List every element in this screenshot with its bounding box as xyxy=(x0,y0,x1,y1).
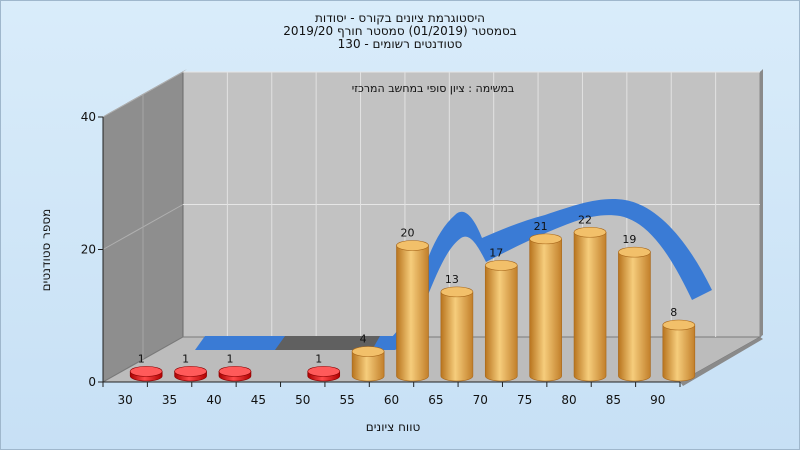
bar-body xyxy=(484,265,518,382)
bar-top xyxy=(662,319,696,331)
x-tick-label: 65 xyxy=(428,393,443,407)
bar-top xyxy=(618,246,651,258)
bar-value-label: 17 xyxy=(489,246,503,259)
x-tick-label: 70 xyxy=(473,393,488,407)
x-axis-label: טווח ציונים xyxy=(365,420,421,434)
y-axis: 0 20 40 xyxy=(81,110,104,389)
bar-value-label: 19 xyxy=(622,233,636,246)
x-tick-label: 45 xyxy=(251,393,266,407)
bar: 21 xyxy=(529,220,562,382)
x-axis: 30 35 40 45 50 55 60 65 70 75 80 85 90 xyxy=(102,381,681,407)
chart-title: היסטוגרמת ציונים בקורס - יסודות xyxy=(315,11,485,25)
bar: 19 xyxy=(618,233,651,382)
x-tick-label: 50 xyxy=(295,393,310,407)
bar-body xyxy=(662,324,696,382)
bar-top xyxy=(307,366,341,377)
bar-top xyxy=(396,240,429,251)
bar-top xyxy=(351,346,385,357)
bar: 17 xyxy=(484,246,518,382)
chart-subtitle-students: 130 - סטודנטים רשומים xyxy=(337,37,463,51)
bar-top xyxy=(129,366,163,377)
bar-body xyxy=(351,351,385,382)
y-tick-label: 40 xyxy=(81,110,96,124)
floor-right-edge xyxy=(680,337,763,386)
bars-group: 1 1 1 1 4 20 13 17 21 22 19 8 xyxy=(129,213,696,382)
bar-top xyxy=(174,366,207,377)
bar-body xyxy=(618,251,651,382)
bar-value-label: 22 xyxy=(578,213,592,226)
bar-top xyxy=(218,366,252,377)
bar-value-label: 20 xyxy=(401,227,415,240)
bar: 1 xyxy=(218,352,252,382)
bar-top xyxy=(573,226,607,238)
bar-value-label: 1 xyxy=(138,352,145,365)
distribution-curve xyxy=(195,199,712,350)
bar-top xyxy=(484,260,518,271)
curve-ribbon xyxy=(380,199,712,350)
bar-top xyxy=(529,233,562,245)
bar: 22 xyxy=(573,213,607,382)
bar-value-label: 1 xyxy=(182,352,189,365)
chart-inner-title: במשימה : ציון סופי במחשב המרכזי xyxy=(352,82,515,95)
bar: 1 xyxy=(174,352,207,382)
bar-value-label: 13 xyxy=(445,273,459,286)
bar-body xyxy=(396,245,429,382)
chart-subtitle-semester: בסמסטר (01/2019) סמסטר חורף 2019/20 xyxy=(283,24,517,38)
bar: 13 xyxy=(440,273,474,382)
bar-value-label: 1 xyxy=(315,352,322,365)
x-tick-label: 90 xyxy=(650,393,665,407)
bar: 4 xyxy=(351,333,385,382)
bar-value-label: 1 xyxy=(226,352,233,365)
x-tick-label: 85 xyxy=(606,393,621,407)
x-tick-label: 30 xyxy=(118,393,133,407)
x-tick-label: 60 xyxy=(384,393,399,407)
bar-body xyxy=(573,231,607,382)
wall-right-edge xyxy=(760,69,763,337)
bar-body xyxy=(529,238,562,382)
bar-body xyxy=(440,291,474,382)
bar: 20 xyxy=(396,227,429,382)
bar: 8 xyxy=(662,306,696,382)
bar-value-label: 21 xyxy=(534,220,548,233)
x-tick-label: 35 xyxy=(162,393,177,407)
bar: 1 xyxy=(307,352,341,382)
y-tick-label: 0 xyxy=(88,375,96,389)
x-tick-label: 55 xyxy=(339,393,354,407)
y-axis-label: מספר סטודנטים xyxy=(39,208,53,292)
bar-value-label: 4 xyxy=(360,333,367,346)
x-tick-label: 75 xyxy=(517,393,532,407)
bar-top xyxy=(440,286,474,298)
bar: 1 xyxy=(129,352,163,382)
bar-value-label: 8 xyxy=(670,306,677,319)
x-tick-label: 80 xyxy=(561,393,576,407)
curve-shadow-segment xyxy=(275,336,380,350)
y-tick-label: 20 xyxy=(81,243,96,257)
x-tick-label: 40 xyxy=(206,393,221,407)
